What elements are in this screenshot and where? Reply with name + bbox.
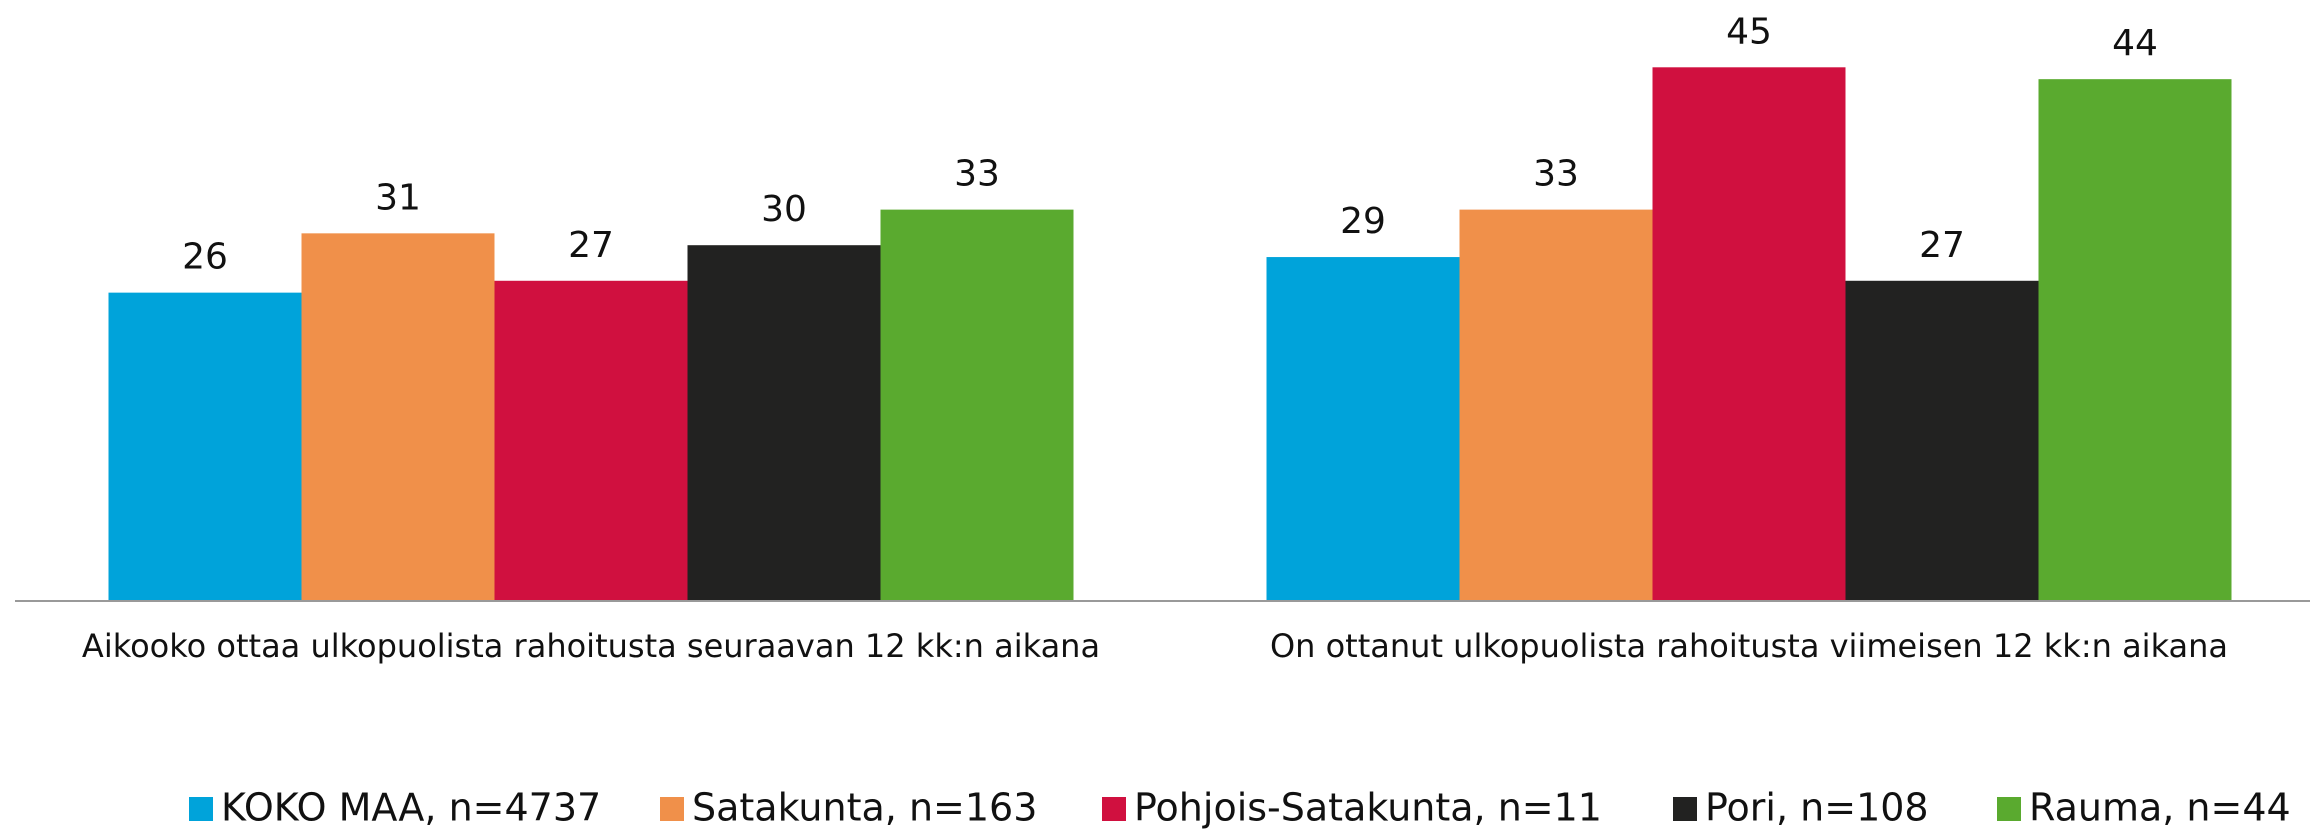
data-label: 33: [954, 154, 1000, 195]
bar: [1266, 257, 1460, 601]
legend-swatch: [660, 797, 684, 821]
legend-swatch: [189, 797, 213, 821]
data-label: 44: [2112, 23, 2158, 64]
bar: [1652, 67, 1846, 602]
legend-label: Pori, n=108: [1705, 786, 1929, 829]
data-label: 45: [1726, 11, 1772, 52]
legend-swatch: [1997, 797, 2021, 821]
data-label: 27: [568, 225, 614, 266]
legend-swatch: [1673, 797, 1697, 821]
legend-label: KOKO MAA, n=4737: [221, 786, 601, 829]
bar: [2038, 79, 2232, 601]
bar: [1845, 280, 2039, 601]
data-label: 29: [1340, 201, 1386, 242]
x-tick-label: Aikooko ottaa ulkopuolista rahoitusta se…: [82, 627, 1100, 665]
bar: [1459, 209, 1653, 601]
bar: [687, 245, 881, 601]
legend-swatch: [1102, 797, 1126, 821]
legend-label: Satakunta, n=163: [692, 786, 1037, 829]
data-label: 27: [1919, 225, 1965, 266]
data-label: 26: [182, 237, 228, 278]
data-label: 30: [761, 189, 807, 230]
legend-label: Pohjois-Satakunta, n=11: [1134, 786, 1602, 829]
legend-label: Rauma, n=44: [2029, 786, 2291, 829]
bar: [108, 292, 302, 601]
bar: [880, 209, 1074, 601]
bar: [301, 233, 495, 601]
data-label: 33: [1533, 154, 1579, 195]
data-label: 31: [375, 177, 421, 218]
bar: [494, 280, 688, 601]
x-tick-label: On ottanut ulkopuolista rahoitusta viime…: [1270, 627, 2228, 665]
